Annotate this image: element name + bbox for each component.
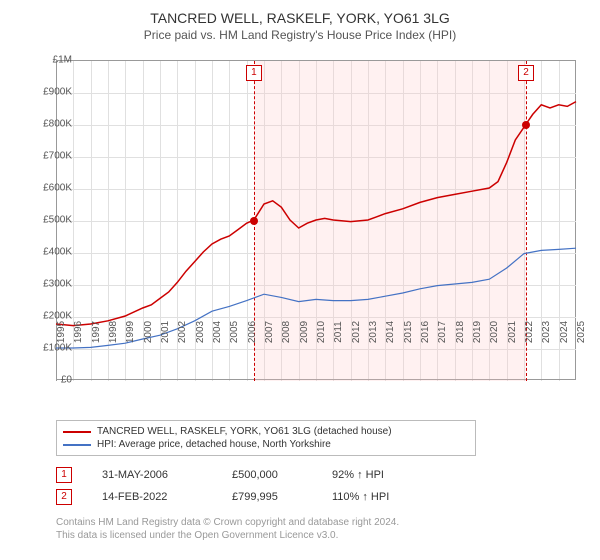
x-tick-label: 2009 (299, 321, 310, 343)
x-tick-label: 2015 (403, 321, 414, 343)
x-tick-label: 2018 (455, 321, 466, 343)
legend-item: TANCRED WELL, RASKELF, YORK, YO61 3LG (d… (63, 425, 469, 438)
chart-legend: TANCRED WELL, RASKELF, YORK, YO61 3LG (d… (56, 420, 476, 456)
x-tick-label: 2020 (489, 321, 500, 343)
sale-price: £500,000 (232, 469, 302, 481)
y-tick-label: £200K (43, 311, 72, 322)
y-tick-label: £900K (43, 87, 72, 98)
sales-table: 1 31-MAY-2006 £500,000 92% ↑ HPI 2 14-FEB-202… (56, 464, 422, 508)
x-tick-label: 2003 (195, 321, 206, 343)
x-tick-label: 2016 (420, 321, 431, 343)
sale-hpi: 92% ↑ HPI (332, 469, 422, 481)
sale-date: 31-MAY-2006 (102, 469, 202, 481)
x-tick-label: 1998 (108, 321, 119, 343)
x-tick-label: 2000 (143, 321, 154, 343)
x-tick-label: 1999 (125, 321, 136, 343)
sale-hpi: 110% ↑ HPI (332, 491, 422, 503)
series-line (56, 102, 576, 326)
x-tick-label: 2004 (212, 321, 223, 343)
y-tick-label: £100K (43, 343, 72, 354)
y-tick-label: £1M (53, 55, 72, 66)
x-tick-label: 2008 (281, 321, 292, 343)
x-tick-label: 2023 (541, 321, 552, 343)
x-tick-label: 2021 (507, 321, 518, 343)
footer-line-2: This data is licensed under the Open Gov… (56, 529, 566, 542)
x-tick-label: 2006 (247, 321, 258, 343)
chart-subtitle: Price paid vs. HM Land Registry's House … (0, 26, 600, 46)
sale-row: 2 14-FEB-2022 £799,995 110% ↑ HPI (56, 486, 422, 508)
sale-index-box: 2 (56, 489, 72, 505)
y-tick-label: £600K (43, 183, 72, 194)
legend-label: HPI: Average price, detached house, Nort… (97, 439, 331, 450)
x-tick-label: 2007 (264, 321, 275, 343)
x-tick-label: 2002 (177, 321, 188, 343)
x-tick-label: 1997 (91, 321, 102, 343)
footer-line-1: Contains HM Land Registry data © Crown c… (56, 516, 566, 529)
legend-label: TANCRED WELL, RASKELF, YORK, YO61 3LG (d… (97, 426, 392, 437)
x-tick-label: 1995 (56, 321, 67, 343)
x-tick-label: 2019 (472, 321, 483, 343)
x-tick-label: 2013 (368, 321, 379, 343)
x-tick-label: 2025 (576, 321, 587, 343)
x-tick-label: 1996 (73, 321, 84, 343)
x-tick-label: 2012 (351, 321, 362, 343)
x-tick-label: 2010 (316, 321, 327, 343)
x-tick-label: 2024 (559, 321, 570, 343)
y-tick-label: £400K (43, 247, 72, 258)
x-tick-label: 2011 (333, 321, 344, 343)
footer-attribution: Contains HM Land Registry data © Crown c… (56, 516, 566, 542)
x-tick-label: 2014 (385, 321, 396, 343)
chart-title: TANCRED WELL, RASKELF, YORK, YO61 3LG (0, 0, 600, 26)
y-tick-label: £800K (43, 119, 72, 130)
y-tick-label: £0 (61, 375, 72, 386)
y-tick-label: £500K (43, 215, 72, 226)
sale-index-box: 1 (56, 467, 72, 483)
y-tick-label: £700K (43, 151, 72, 162)
x-tick-label: 2005 (229, 321, 240, 343)
x-tick-label: 2022 (524, 321, 535, 343)
sale-price: £799,995 (232, 491, 302, 503)
x-tick-label: 2001 (160, 321, 171, 343)
sale-date: 14-FEB-2022 (102, 491, 202, 503)
sale-row: 1 31-MAY-2006 £500,000 92% ↑ HPI (56, 464, 422, 486)
legend-item: HPI: Average price, detached house, Nort… (63, 438, 469, 451)
legend-swatch (63, 431, 91, 433)
y-tick-label: £300K (43, 279, 72, 290)
legend-swatch (63, 444, 91, 446)
chart-container: TANCRED WELL, RASKELF, YORK, YO61 3LG Pr… (0, 0, 600, 560)
x-tick-label: 2017 (437, 321, 448, 343)
